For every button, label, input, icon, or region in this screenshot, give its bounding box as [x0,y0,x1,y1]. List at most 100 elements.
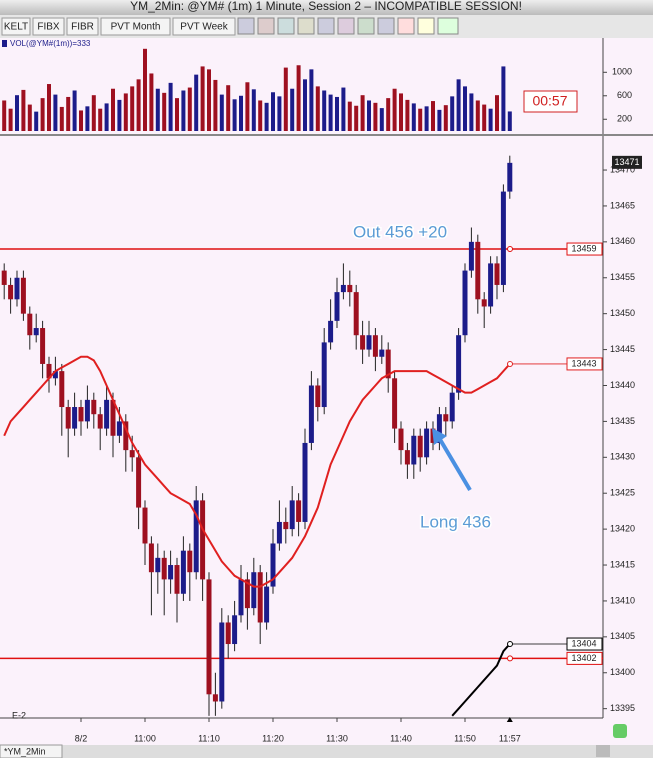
volume-bar [239,95,243,131]
candle-body [443,414,449,422]
last-price-label: 13471 [614,157,639,167]
y-tick-label: 13450 [610,308,635,318]
volume-bar [450,96,455,131]
candle-body [385,349,391,379]
trend-line [451,643,511,717]
candle-body [251,572,257,609]
price-tag [566,357,603,371]
candle-body [46,363,52,379]
candle-body [148,543,154,573]
icon[interactable] [237,17,255,35]
volume-bar [130,86,135,131]
icon[interactable] [337,17,355,35]
volume-bar [21,89,26,131]
y-tick-label: 13445 [610,344,635,354]
x-tick-label: 11:40 [390,733,412,743]
candle-body [475,241,481,300]
volume-tick-label: 1000 [612,67,632,77]
candle-body [97,414,103,429]
candle-body [398,428,404,451]
marker-dot [507,360,513,367]
toolbar-icons [237,17,459,35]
volume-tick-label: 200 [617,114,632,124]
volume-bar [475,100,480,131]
volume-bar [8,108,13,131]
volume-bar [72,90,77,131]
volume-bar [507,111,512,131]
volume-bar [40,98,45,131]
candle-body [494,263,500,285]
icon[interactable] [257,17,275,35]
price-tag-label: 13443 [571,358,596,368]
tab-label: *YM_2Min [4,746,46,756]
candle-body [257,572,263,623]
icon[interactable] [397,17,415,35]
toolbar-button[interactable] [32,17,65,36]
candle-body [91,399,97,415]
volume-bar [47,84,51,131]
volume-bar [245,82,250,131]
candle-body [481,299,487,307]
candle-body [8,284,14,300]
toolbar-button[interactable] [100,17,171,36]
arrow [436,434,472,492]
candle-body [116,421,122,436]
icon[interactable] [437,17,459,35]
price-tag [566,637,603,651]
button-label: PVT Month [111,22,161,33]
y-tick-label: 13470 [610,164,635,174]
candle-body [289,500,295,530]
volume-bar [463,86,467,131]
candle-body [308,385,314,443]
marker-dot [507,655,513,662]
icon[interactable] [377,17,395,35]
candle-body [187,550,193,573]
icon[interactable] [277,17,295,35]
button-label: FIBX [37,22,60,33]
candle-body [65,407,71,429]
candle-body [142,507,148,544]
candle-body [136,457,142,508]
annotation: Out 456 +20 [353,222,447,241]
toolbar-button[interactable] [66,17,99,36]
candle-body [1,270,7,285]
candle-body [59,371,65,408]
price-tag [566,242,603,256]
candle-body [168,565,174,580]
candle-body [200,500,206,580]
y-tick-label: 13410 [610,595,635,605]
candle-body [174,565,180,594]
volume-bar [53,94,58,131]
volume-bar [258,100,263,131]
volume-bar [354,105,359,131]
candle-body [129,450,135,458]
candle-body [283,521,289,530]
volume-bar [482,104,487,131]
candle-body [110,399,116,436]
volume-bar [283,67,288,131]
y-tick-label: 13405 [610,631,635,641]
y-tick-label: 13455 [610,272,635,282]
icon[interactable] [417,17,435,35]
candle-body [193,500,199,573]
candle-body [20,277,26,314]
candle-body [315,385,321,408]
icon[interactable] [317,17,335,35]
icon[interactable] [297,17,315,35]
volume-bar [219,94,224,131]
candle-body [360,335,366,350]
volume-bar [367,100,371,131]
volume-bar [200,66,205,131]
toolbar-button[interactable] [1,17,31,36]
candle-body [78,407,84,422]
refresh-button[interactable] [613,724,627,738]
volume-tick-label: 600 [617,90,632,100]
scroll-button[interactable] [596,745,610,757]
volume-bar [27,104,32,131]
toolbar-button[interactable] [172,17,236,36]
title-bar [0,0,653,15]
icon[interactable] [357,17,375,35]
volume-bar [136,79,141,131]
candle-body [366,335,372,350]
volume-bar [315,86,320,131]
